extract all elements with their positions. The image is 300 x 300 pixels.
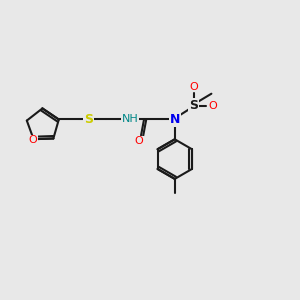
Text: O: O: [28, 135, 37, 145]
Text: O: O: [208, 100, 217, 111]
Text: S: S: [84, 113, 93, 126]
Text: O: O: [135, 136, 143, 146]
Text: O: O: [189, 82, 198, 92]
Text: N: N: [169, 113, 180, 126]
Text: S: S: [189, 99, 198, 112]
Text: NH: NH: [122, 115, 139, 124]
